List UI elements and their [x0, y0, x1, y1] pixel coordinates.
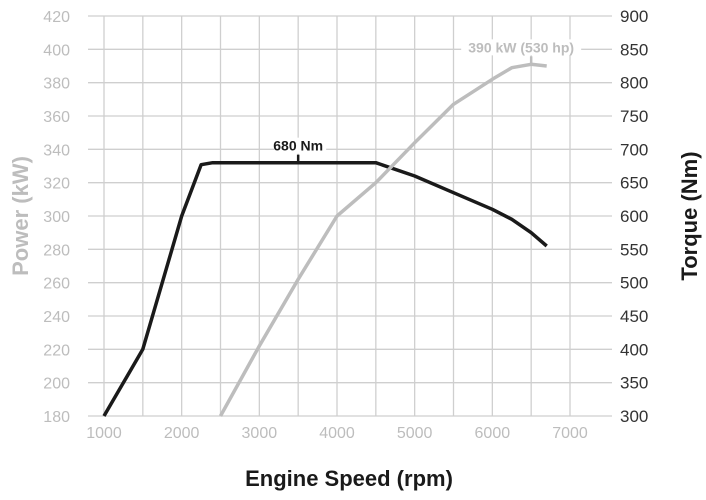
right-tick-label: 750: [620, 107, 648, 126]
right-tick-label: 400: [620, 340, 648, 359]
left-tick-label: 280: [43, 242, 70, 259]
right-tick-label: 500: [620, 274, 648, 293]
left-tick-label: 180: [43, 409, 70, 426]
right-tick-label: 600: [620, 207, 648, 226]
left-tick-label: 300: [43, 209, 70, 226]
annotation-label: 680 Nm: [273, 138, 323, 154]
left-tick-label: 420: [43, 9, 70, 26]
x-tick-label: 7000: [552, 425, 588, 442]
left-tick-label: 380: [43, 76, 70, 93]
right-axis-title: Torque (Nm): [677, 151, 702, 280]
left-tick-label: 200: [43, 376, 70, 393]
right-tick-label: 650: [620, 174, 648, 193]
left-tick-label: 320: [43, 176, 70, 193]
left-tick-label: 260: [43, 276, 70, 293]
grid: [88, 15, 612, 417]
power-line: [218, 62, 547, 417]
annotation-bg: [461, 39, 582, 56]
x-tick-label: 5000: [397, 425, 433, 442]
left-tick-label: 240: [43, 309, 70, 326]
right-tick-label: 700: [620, 140, 648, 159]
annotations: 680 Nm 390 kW (530 hp): [273, 39, 582, 163]
right-tick-label: 300: [620, 407, 648, 426]
left-tick-label: 220: [43, 342, 70, 359]
right-tick-label: 350: [620, 374, 648, 393]
series-lines: [102, 62, 548, 417]
right-tick-label: 850: [620, 40, 648, 59]
left-tick-label: 340: [43, 142, 70, 159]
right-tick-label: 900: [620, 7, 648, 26]
x-tick-label: 6000: [475, 425, 511, 442]
right-tick-label: 800: [620, 74, 648, 93]
left-tick-label: 360: [43, 109, 70, 126]
x-axis-title: Engine Speed (rpm): [245, 466, 453, 491]
annotation-bg: [274, 137, 327, 154]
left-tick-label: 400: [43, 42, 70, 59]
tick-labels: 180 300 200 350 220 400 240 450 260 500 280 550 300 6…: [43, 7, 648, 442]
right-tick-label: 550: [620, 240, 648, 259]
left-axis-title: Power (kW): [8, 156, 33, 276]
x-tick-label: 1000: [86, 425, 122, 442]
x-tick-label: 3000: [242, 425, 278, 442]
annotation-label: 390 kW (530 hp): [468, 39, 574, 55]
torque-line: [102, 160, 548, 417]
x-tick-label: 2000: [164, 425, 200, 442]
x-tick-label: 4000: [319, 425, 355, 442]
right-tick-label: 450: [620, 307, 648, 326]
